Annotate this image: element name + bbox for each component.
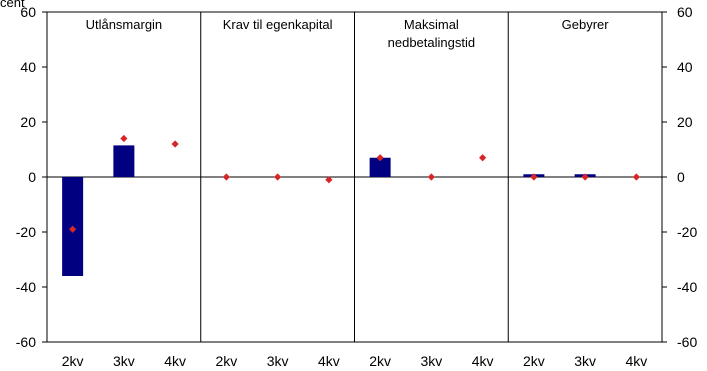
y-tick-label-right: 40	[677, 59, 693, 75]
point-marker	[581, 173, 589, 181]
y-tick-label-left: -40	[16, 279, 36, 295]
point-marker	[222, 173, 230, 181]
point-marker	[530, 173, 538, 181]
y-tick-label-right: 60	[677, 4, 693, 20]
x-tick-label: 4kv	[318, 353, 340, 369]
y-tick-label-left: 40	[20, 59, 36, 75]
x-tick-label: 4kv	[472, 353, 494, 369]
x-tick-label: 4kv	[625, 353, 647, 369]
y-tick-label-right: 0	[677, 169, 685, 185]
y-tick-label-right: -40	[677, 279, 697, 295]
y-axis-left: -60 -40 -20 0 20 40 60	[16, 4, 47, 350]
x-tick-label: 3kv	[420, 353, 442, 369]
x-tick-label: 3kv	[113, 353, 135, 369]
bar	[369, 157, 391, 177]
y-tick-label-right: -20	[677, 224, 697, 240]
panel-title: Utlånsmargin	[86, 17, 163, 32]
x-tick-label: 4kv	[164, 353, 186, 369]
point-marker	[376, 154, 384, 162]
point-marker	[632, 173, 640, 181]
y-tick-label-right: -60	[677, 334, 697, 350]
x-tick-label: 2kv	[62, 353, 84, 369]
x-tick-label: 2kv	[215, 353, 237, 369]
top-label-fragment: cent	[0, 0, 25, 10]
points	[69, 134, 640, 233]
point-marker	[69, 225, 77, 233]
panel-title: Maksimal	[404, 17, 459, 32]
y-tick-label-left: -60	[16, 334, 36, 350]
point-marker	[171, 140, 179, 148]
panel-title: Gebyrer	[562, 17, 610, 32]
y-axis-right: -60 -40 -20 0 20 40 60	[662, 4, 697, 350]
y-tick-label-left: 60	[20, 4, 36, 20]
y-tick-label-left: 20	[20, 114, 36, 130]
point-marker	[120, 134, 128, 143]
x-tick-label: 3kv	[574, 353, 596, 369]
y-tick-label-left: -20	[16, 224, 36, 240]
x-tick-label: 2kv	[523, 353, 545, 369]
point-marker	[427, 173, 435, 181]
y-tick-label-right: 20	[677, 114, 693, 130]
point-marker	[325, 176, 333, 184]
bar	[113, 145, 135, 177]
panel-title: Krav til egenkapital	[223, 17, 333, 32]
x-tick-label: 2kv	[369, 353, 391, 369]
y-tick-label-left: 0	[28, 169, 36, 185]
point-marker	[274, 173, 282, 181]
bars	[62, 145, 596, 276]
panel-titles: Utlånsmargin Krav til egenkapital Maksimal…	[86, 17, 610, 50]
x-tick-label: 3kv	[267, 353, 289, 369]
panel-title: nedbetalingstid	[388, 35, 475, 50]
point-marker	[479, 154, 487, 162]
x-axis-labels: 2kv 3kv 4kv 2kv 3kv 4kv 2kv 3kv 4kv 2kv 3kv 4kv	[62, 353, 648, 369]
